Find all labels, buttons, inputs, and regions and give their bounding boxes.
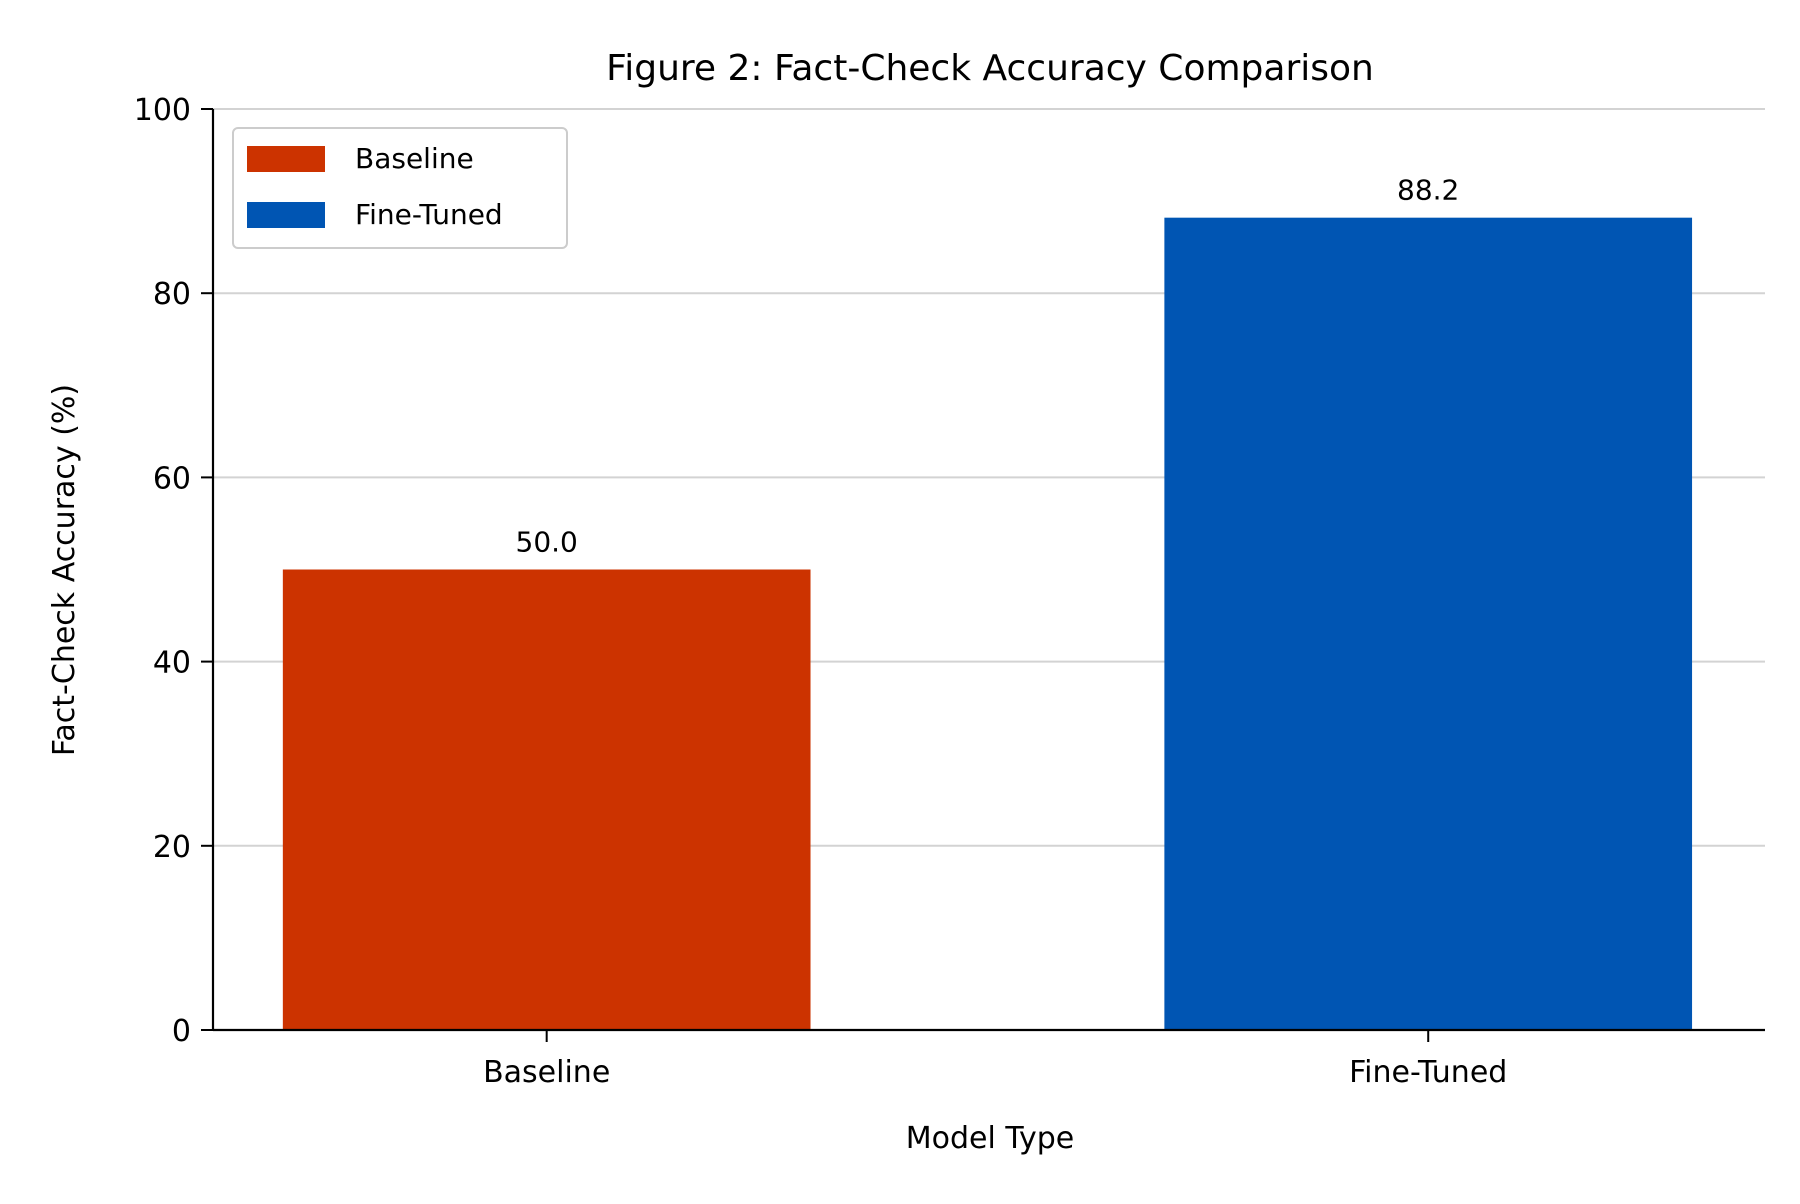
chart-title: Figure 2: Fact-Check Accuracy Comparison — [606, 48, 1374, 89]
legend-label: Baseline — [355, 142, 474, 175]
y-tick-label: 100 — [134, 93, 191, 128]
legend-label: Fine-Tuned — [355, 198, 503, 231]
legend-swatch-baseline — [247, 146, 325, 172]
bar-value-label: 88.2 — [1397, 174, 1459, 207]
x-tick-label: Baseline — [483, 1055, 610, 1090]
axes: Baseline Fine-Tuned 0 20 40 60 80 100 — [134, 93, 1765, 1090]
y-tick-label: 80 — [153, 277, 191, 312]
bars — [282, 217, 1693, 1031]
bar-value-labels: 50.0 88.2 — [516, 174, 1460, 559]
y-tick-label: 20 — [153, 830, 191, 865]
y-axis-label: Fact-Check Accuracy (%) — [47, 384, 82, 756]
x-axis-label: Model Type — [906, 1121, 1075, 1156]
bar-fine-tuned — [1164, 217, 1693, 1031]
y-tick-label: 0 — [172, 1014, 191, 1049]
x-tick-label: Fine-Tuned — [1349, 1055, 1507, 1090]
legend: Baseline Fine-Tuned — [232, 127, 568, 249]
bar-baseline — [282, 569, 811, 1030]
y-tick-label: 40 — [153, 646, 191, 681]
bar-value-label: 50.0 — [516, 526, 578, 559]
legend-swatch-fine-tuned — [247, 202, 325, 228]
y-tick-label: 60 — [153, 461, 191, 496]
